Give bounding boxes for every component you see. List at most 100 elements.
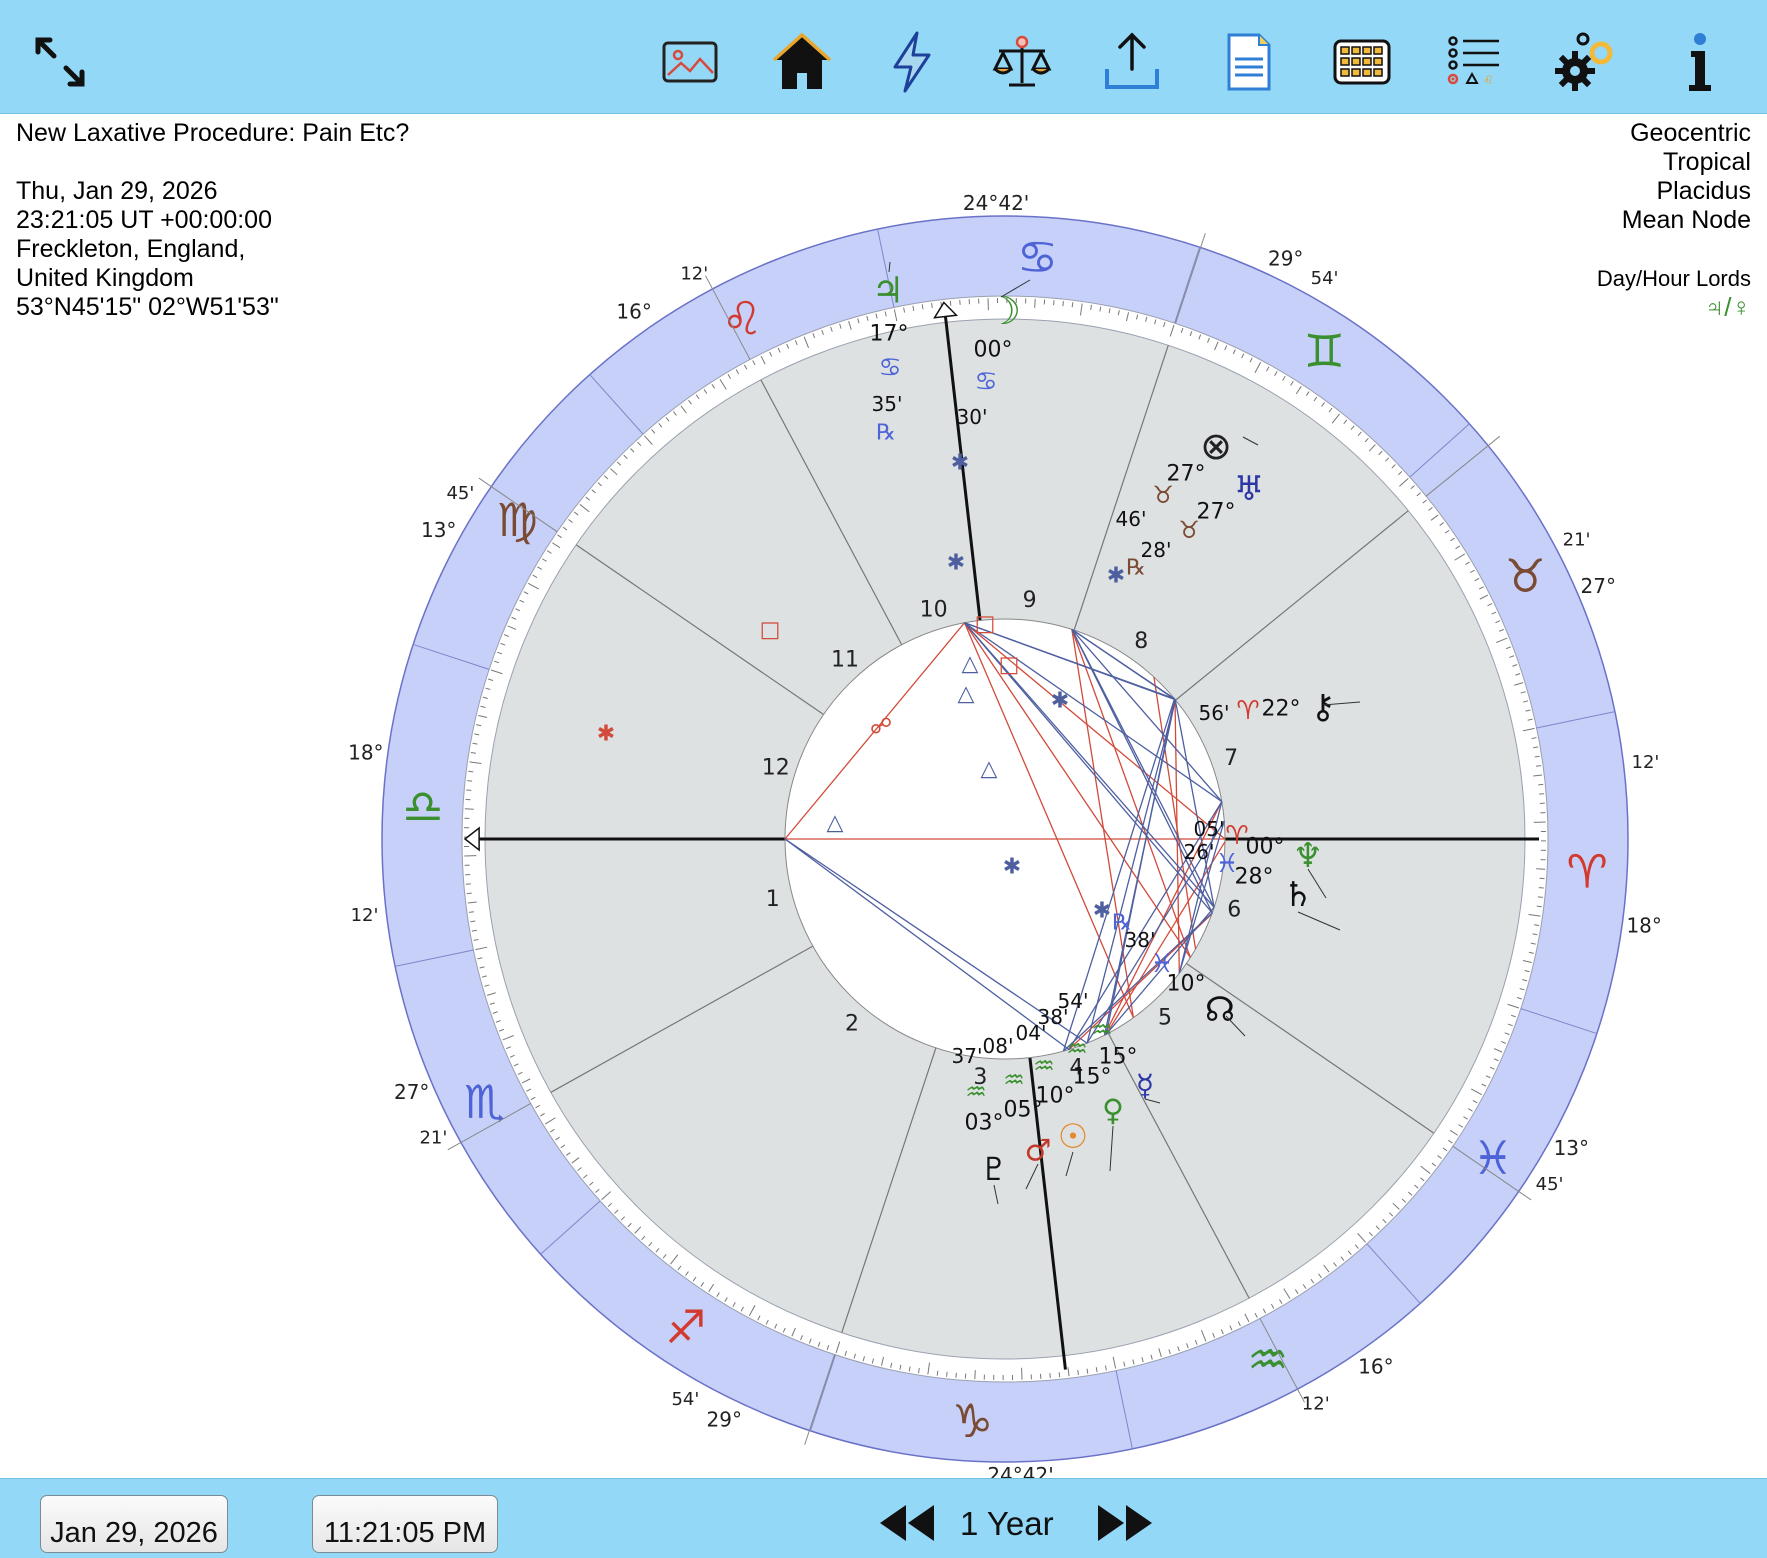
minor-point-marker: ✱: [951, 451, 969, 476]
minor-point-marker: ✱: [1093, 899, 1111, 924]
cusp-h6-degree: 13°: [1554, 1136, 1589, 1160]
jupiter-sign: ♋: [878, 353, 901, 383]
degree-tick: [1035, 299, 1036, 308]
sign-glyph-5: ♌: [722, 292, 763, 346]
degree-tick: [1072, 302, 1073, 307]
home-icon[interactable]: [764, 24, 840, 100]
jupiter-degree: 17°: [870, 322, 909, 347]
degree-tick: [1059, 1372, 1060, 1377]
neptune-sign: ♈: [1225, 821, 1248, 851]
degree-tick: [1536, 766, 1541, 767]
lightning-icon[interactable]: [874, 24, 950, 100]
house-number-1: 1: [766, 887, 780, 912]
uranus-retrograde: ℞: [1126, 556, 1146, 581]
step-forward-button[interactable]: [1094, 1501, 1158, 1545]
bottom-bar: Jan 29, 2026 11:21:05 PM 1 Year: [0, 1478, 1767, 1558]
step-back-button[interactable]: [876, 1501, 940, 1545]
saturn-degree: 28°: [1235, 865, 1274, 890]
aspect-glyph: △: [827, 811, 844, 836]
sign-glyph-7: ♎: [402, 779, 443, 833]
house-number-5: 5: [1158, 1005, 1172, 1030]
degree-tick: [932, 303, 933, 308]
uranus-sign: ♉: [1178, 516, 1200, 544]
chiron-degree: 22°: [1262, 697, 1301, 722]
cusp-h9-degree: 29°: [1268, 246, 1303, 270]
house-number-10: 10: [920, 597, 948, 622]
house-number-11: 11: [831, 648, 859, 673]
balance-scale-icon[interactable]: [984, 24, 1060, 100]
node-retrograde: ℞: [1112, 911, 1132, 936]
cusp-h2-degree: 27°: [394, 1080, 429, 1104]
mars-minute: 08': [983, 1034, 1014, 1058]
pluto-minute: 37': [952, 1044, 983, 1068]
house-number-6: 6: [1227, 898, 1241, 923]
aspect-glyph: □: [999, 653, 1020, 678]
date-button[interactable]: Jan 29, 2026: [40, 1495, 228, 1553]
uranus-degree: 27°: [1197, 500, 1236, 525]
degree-tick: [1078, 1370, 1079, 1375]
venus-degree: 15°: [1073, 1065, 1112, 1090]
mercury-sign: ♒: [1091, 1016, 1113, 1044]
aspect-glyph: △: [962, 652, 979, 677]
venus-sign: ♒: [1066, 1035, 1088, 1063]
pluto-sign: ♒: [965, 1078, 987, 1106]
aspect-glyph: □: [760, 618, 781, 643]
venus-glyph: ♀: [1102, 1094, 1124, 1129]
image-icon[interactable]: [652, 24, 728, 100]
uranus-glyph: ♅: [1234, 469, 1264, 509]
cusp-desc-minute: 12': [1632, 752, 1660, 773]
document-icon[interactable]: [1210, 24, 1286, 100]
house-number-2: 2: [845, 1011, 859, 1036]
sign-glyph-6: ♍: [497, 493, 538, 547]
svg-text:♌: ♌: [1483, 73, 1494, 87]
house-number-12: 12: [762, 756, 790, 781]
degree-tick: [975, 1370, 976, 1379]
degree-tick: [465, 809, 474, 810]
fast-forward-icon: [1094, 1501, 1158, 1545]
list-options-icon[interactable]: ♌: [1436, 24, 1512, 100]
lilith-minute: 46': [1116, 507, 1147, 531]
degree-tick: [1536, 869, 1545, 870]
sign-glyph-1: ♈: [1566, 845, 1607, 899]
sun-glyph: ☉: [1058, 1117, 1088, 1157]
degree-tick: [469, 912, 474, 913]
mercury-glyph: ☿: [1136, 1069, 1154, 1104]
cusp-h5-degree: 16°: [1358, 1355, 1393, 1379]
cusp-h6-minute: 45': [1536, 1174, 1564, 1195]
chiron-sign: ♈: [1236, 696, 1259, 726]
share-upload-icon[interactable]: [1094, 24, 1170, 100]
jupiter-glyph: ♃: [872, 271, 904, 312]
degree-tick: [950, 301, 951, 306]
zodiac-type: Tropical: [1622, 148, 1751, 177]
aspect-glyph: ✱: [597, 722, 615, 747]
moon-sign: ♋: [974, 367, 997, 397]
aspect-glyph: △: [981, 757, 998, 782]
mars-sign: ♒: [1003, 1066, 1025, 1094]
expand-arrows-icon[interactable]: [28, 30, 92, 94]
degree-tick: [947, 1372, 948, 1377]
chiron-minute: 56': [1199, 701, 1230, 725]
sun-minute: 04': [1016, 1021, 1047, 1045]
aspect-glyph: ✱: [1003, 855, 1021, 880]
degree-tick: [1538, 784, 1543, 785]
cusp-h3-degree: 29°: [707, 1408, 742, 1432]
toolbar: ♌: [0, 0, 1767, 114]
info-icon[interactable]: [1662, 24, 1738, 100]
degree-tick: [937, 1371, 938, 1376]
lilith-sign: ♉: [1152, 481, 1174, 509]
cusp-asc-degree: 18°: [350, 741, 384, 765]
step-interval[interactable]: 1 Year: [960, 1505, 1054, 1543]
degree-tick: [1063, 301, 1064, 306]
degree-tick: [467, 781, 472, 782]
neptune-degree: 00°: [1246, 835, 1285, 860]
node-sign: ♓: [1150, 949, 1173, 979]
grid-keyboard-icon[interactable]: [1324, 24, 1400, 100]
moon-minute: 30': [957, 405, 988, 429]
sign-glyph-9: ♐: [665, 1300, 706, 1354]
time-button[interactable]: 11:21:05 PM: [312, 1495, 498, 1553]
aspect-glyph: ☍: [870, 715, 892, 740]
degree-tick: [468, 771, 473, 772]
gears-icon[interactable]: [1548, 24, 1624, 100]
cusp-h2-minute: 21': [419, 1127, 447, 1148]
